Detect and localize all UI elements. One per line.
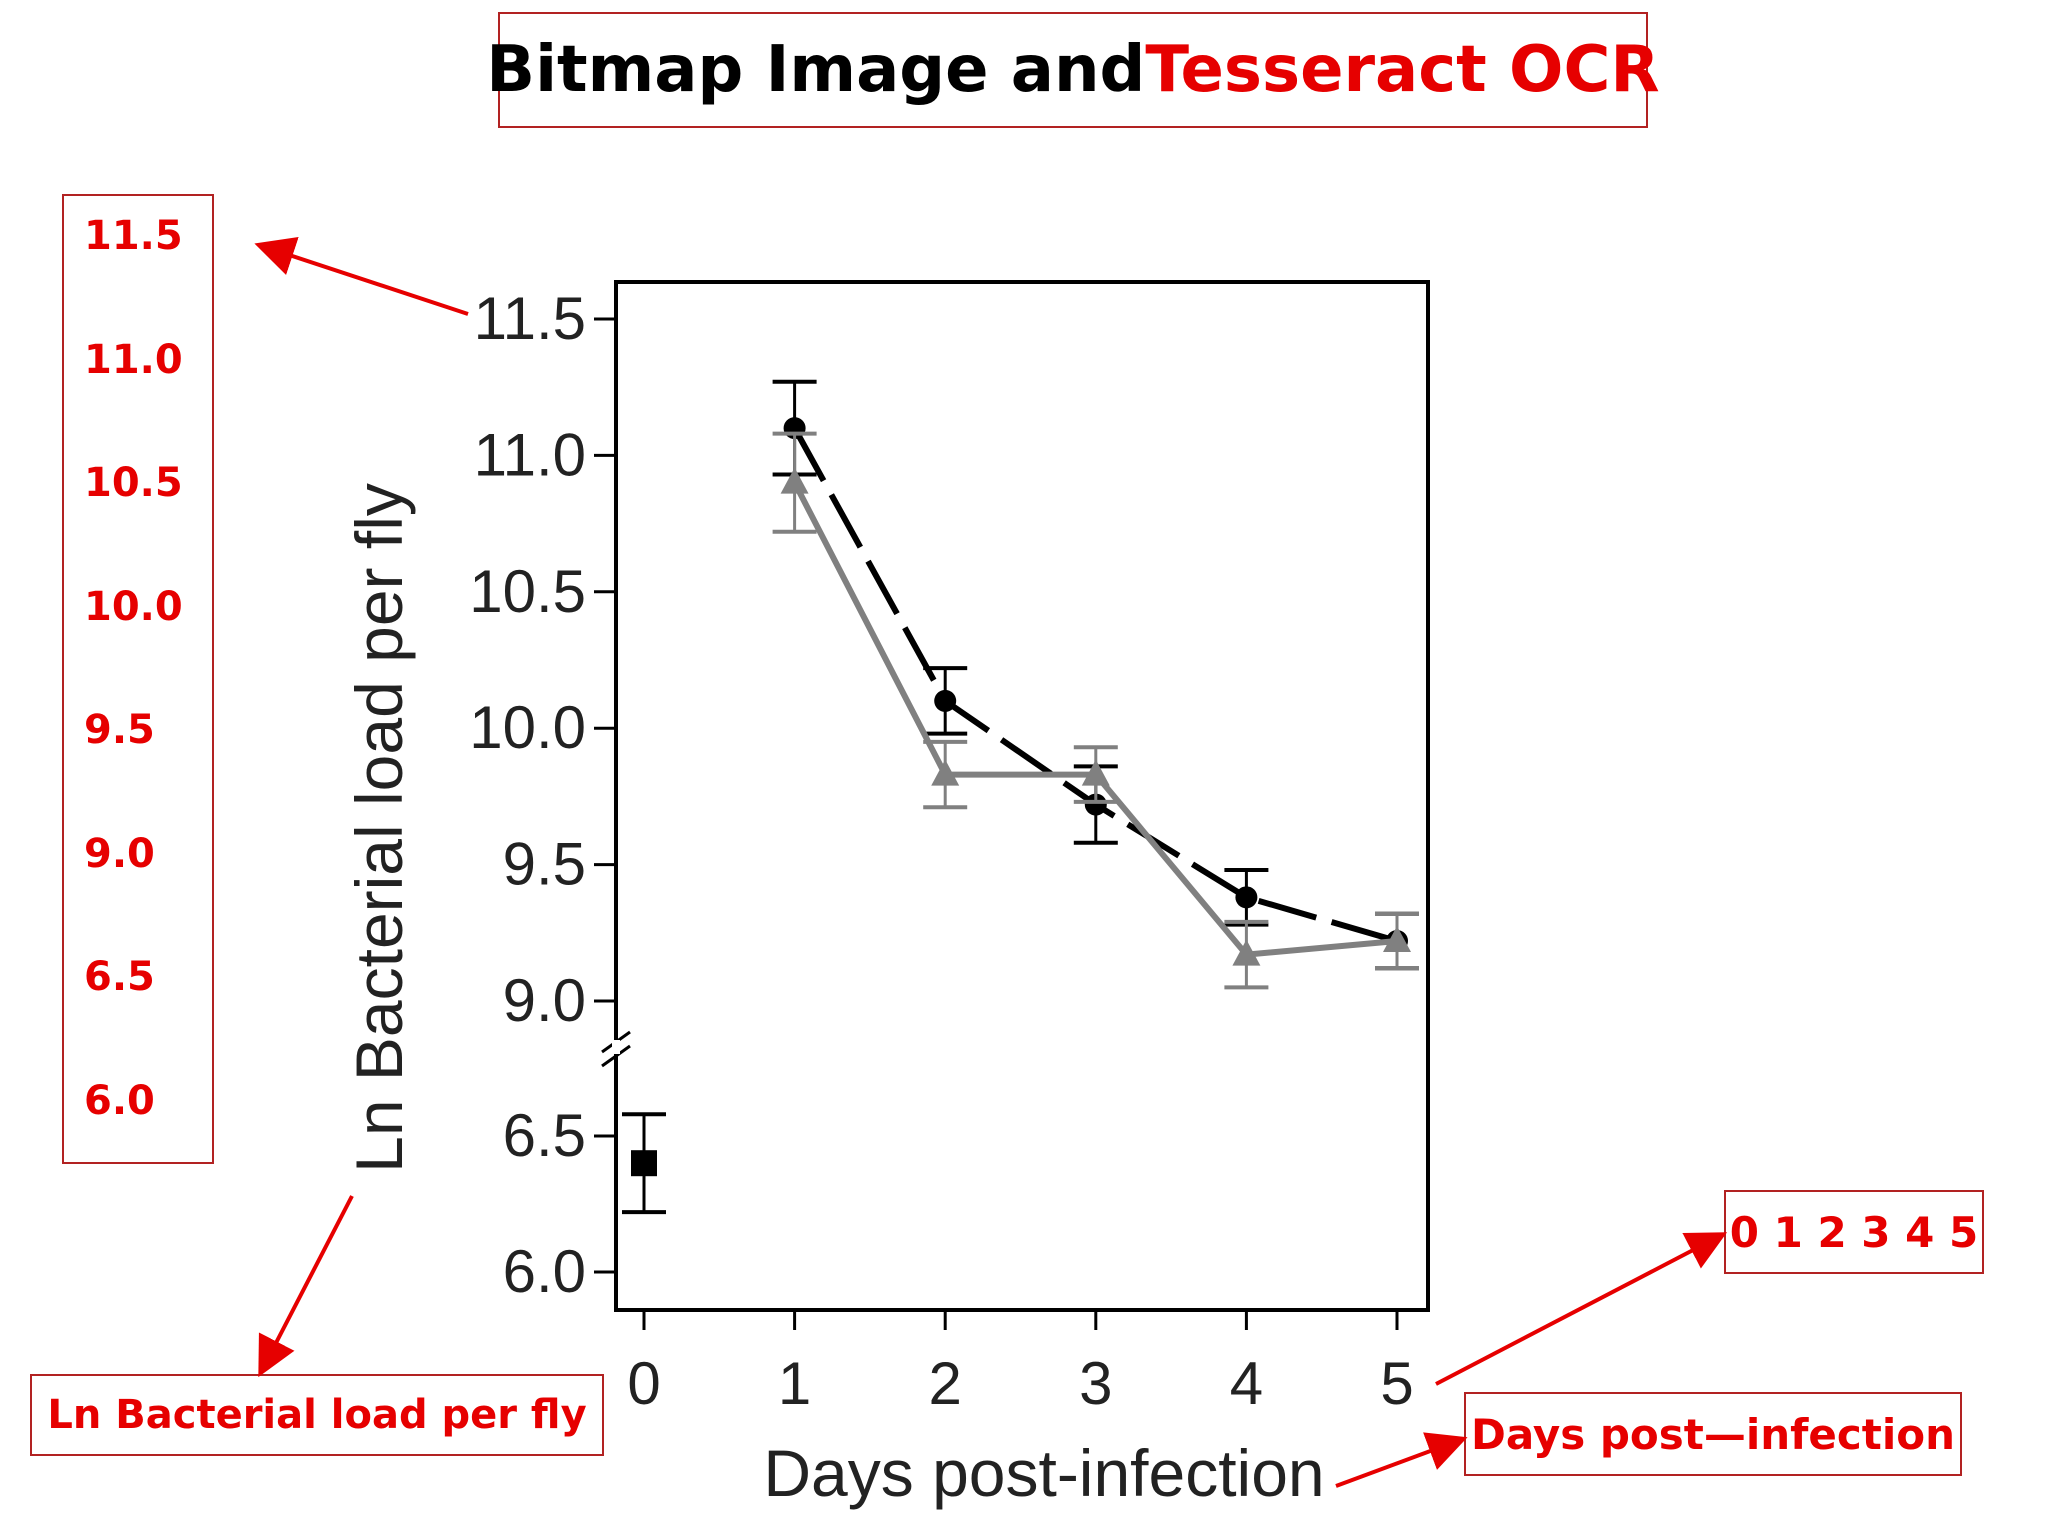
ocr-y-tick-item: 10.5 (84, 460, 183, 506)
ocr-y-ticks-list: 11.5 11.0 10.5 10.0 9.5 9.0 6.5 6.0 (64, 196, 212, 1162)
y-tick-label: 9.5 (503, 831, 586, 898)
x-tick-label: 2 (929, 1350, 962, 1417)
series-line (791, 426, 1398, 944)
ocr-x-label: Days post—infection (1470, 1409, 1956, 1459)
slide-title: Bitmap Image and Tesseract OCR (486, 12, 1660, 128)
ocr-y-ticks-box: 11.5 11.0 10.5 10.0 9.5 9.0 6.5 6.0 (62, 194, 214, 1164)
plot-frame (614, 280, 1430, 1312)
ocr-y-tick-item: 11.0 (84, 336, 183, 383)
data-point-triangle (1081, 759, 1110, 786)
y-tick-label: 6.5 (503, 1102, 586, 1169)
ocr-y-label: Ln Bacterial load per fly (47, 1392, 587, 1438)
ocr-y-tick-item: 10.0 (84, 583, 183, 630)
y-tick-label: 6.0 (503, 1238, 586, 1305)
ocr-y-tick-item: 6.0 (84, 1077, 155, 1124)
series-line (791, 481, 1398, 958)
ocr-x-label-box: Days post—infection (1464, 1392, 1962, 1476)
data-point-triangle (1232, 939, 1261, 966)
data-point-triangle (1383, 925, 1411, 952)
slide-title-red: Tesseract OCR (1145, 33, 1660, 107)
x-tick-label: 5 (1380, 1350, 1413, 1417)
x-tick-label: 0 (627, 1350, 660, 1417)
ocr-y-label-box: Ln Bacterial load per fly (30, 1374, 604, 1456)
y-axis-title: Ln Bacterial load per fly (342, 483, 416, 1173)
y-tick-label: 11.0 (474, 421, 586, 488)
axis-break-gap (612, 1040, 620, 1054)
data-point-circle (1235, 886, 1258, 909)
data-point-circle (934, 689, 957, 712)
y-tick-label: 9.0 (503, 967, 586, 1034)
ocr-x-ticks-box: 0 1 2 3 4 5 (1724, 1190, 1984, 1274)
ocr-y-tick-item: 11.5 (84, 213, 183, 259)
data-point-square (631, 1150, 657, 1177)
data-point-triangle (780, 467, 809, 494)
slide-title-black: Bitmap Image and (486, 33, 1146, 107)
y-tick-label: 10.5 (469, 558, 586, 625)
ocr-x-ticks: 0 1 2 3 4 5 (1729, 1207, 1979, 1257)
x-tick-label: 3 (1079, 1350, 1112, 1417)
ocr-y-tick-item: 6.5 (84, 954, 155, 1000)
data-point-triangle (931, 759, 960, 786)
axis-break-mark (601, 1044, 631, 1068)
x-tick-label: 1 (778, 1350, 811, 1417)
data-point-circle (1084, 793, 1107, 816)
ocr-y-tick-item: 9.5 (84, 707, 155, 753)
y-tick-label: 10.0 (469, 694, 586, 761)
y-tick-label: 11.5 (474, 285, 586, 352)
x-axis-title: Days post-infection (763, 1436, 1324, 1510)
x-tick-label: 4 (1230, 1350, 1263, 1417)
ocr-y-tick-item: 9.0 (84, 830, 155, 877)
